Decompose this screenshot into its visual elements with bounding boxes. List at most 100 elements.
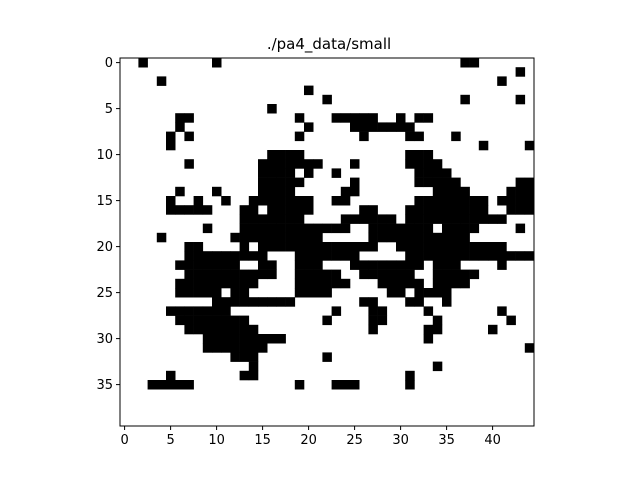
heatmap-cell (460, 242, 470, 252)
heatmap-cell (313, 223, 323, 234)
heatmap-cell (432, 232, 443, 243)
heatmap-cell (304, 278, 314, 289)
heatmap-cell (377, 214, 388, 224)
heatmap-cell (166, 196, 176, 206)
heatmap-cell (294, 177, 305, 188)
heatmap-cell (276, 223, 286, 234)
heatmap-cell (423, 177, 434, 188)
heatmap-cell (432, 260, 443, 270)
heatmap-cell (405, 122, 415, 132)
heatmap-cell (248, 269, 259, 280)
heatmap-cell (423, 232, 434, 243)
heatmap-cell (497, 251, 507, 261)
heatmap-cell (405, 380, 415, 390)
heatmap-cell (368, 223, 378, 234)
heatmap-cell (221, 334, 231, 344)
heatmap-cell (304, 85, 314, 96)
heatmap-cell (258, 269, 268, 280)
x-tick-label: 20 (300, 433, 317, 448)
heatmap-cell (276, 242, 286, 252)
heatmap-cell (267, 186, 277, 197)
heatmap-cell (386, 122, 397, 132)
x-tick-label: 10 (208, 433, 225, 448)
heatmap-cell (414, 214, 424, 224)
heatmap-cell (258, 159, 268, 169)
plot-frame (119, 57, 535, 427)
heatmap-cell (460, 269, 470, 280)
heatmap-cell (442, 186, 452, 197)
heatmap-cell (258, 343, 268, 353)
heatmap-cell (202, 324, 213, 335)
heatmap-cell (239, 334, 250, 344)
heatmap-cell (258, 260, 268, 270)
heatmap-cell (377, 306, 388, 316)
heatmap-cell (451, 260, 461, 270)
heatmap-cell (506, 196, 516, 206)
heatmap-cell (377, 269, 388, 280)
heatmap-cell (230, 288, 240, 298)
heatmap-cell (267, 205, 277, 215)
heatmap-cell (276, 214, 286, 224)
heatmap-cell (184, 242, 194, 252)
heatmap-cell (423, 159, 434, 169)
x-tick-label: 25 (346, 433, 363, 448)
heatmap-cell (368, 315, 378, 326)
heatmap-cell (285, 214, 296, 224)
heatmap-cell (276, 186, 286, 197)
heatmap-cell (515, 177, 526, 188)
heatmap-cell (322, 94, 332, 105)
heatmap-cell (239, 251, 250, 261)
heatmap-cell (304, 122, 314, 132)
heatmap-cell (506, 251, 516, 261)
heatmap-cell (184, 315, 194, 326)
heatmap-cell (184, 269, 194, 280)
heatmap-cell (488, 251, 498, 261)
heatmap-cell (432, 242, 443, 252)
heatmap-cell (184, 251, 194, 261)
heatmap-cell (294, 232, 305, 243)
heatmap-cell (294, 113, 305, 123)
heatmap-cell (460, 186, 470, 197)
heatmap-cell (239, 297, 250, 307)
heatmap-cell (460, 196, 470, 206)
heatmap-cell (423, 306, 434, 316)
heatmap-cell (359, 242, 369, 252)
heatmap-cell (294, 214, 305, 224)
heatmap-cell (368, 306, 378, 316)
heatmap-cell (414, 150, 424, 160)
heatmap-cell (193, 251, 204, 261)
heatmap-cell (276, 196, 286, 206)
heatmap-cell (202, 288, 213, 298)
heatmap-cell (230, 269, 240, 280)
heatmap-cell (248, 196, 259, 206)
heatmap-cell (304, 269, 314, 280)
heatmap-cell (414, 288, 424, 298)
heatmap-cell (239, 232, 250, 243)
heatmap-cell (331, 278, 342, 289)
heatmap-cell (432, 269, 443, 280)
heatmap-cell (285, 297, 296, 307)
heatmap-cell (193, 269, 204, 280)
heatmap-cell (166, 380, 176, 390)
heatmap-cell (267, 260, 277, 270)
heatmap-cell (451, 186, 461, 197)
heatmap-cell (368, 122, 378, 132)
heatmap-cell (524, 186, 535, 197)
heatmap-cell (230, 297, 240, 307)
heatmap-cell (248, 278, 259, 289)
heatmap-cell (432, 186, 443, 197)
heatmap-cell (414, 131, 424, 142)
heatmap-cell (460, 94, 470, 105)
heatmap-cell (359, 205, 369, 215)
heatmap-cell (478, 196, 489, 206)
heatmap-cell (322, 251, 332, 261)
heatmap-cell (350, 186, 360, 197)
x-axis: 0 5 10 15 20 25 30 35 40 (120, 426, 501, 448)
heatmap-cell (350, 260, 360, 270)
heatmap-cell (432, 324, 443, 335)
heatmap-cell (230, 232, 240, 243)
heatmap-cell (212, 288, 222, 298)
heatmap-cell (396, 122, 406, 132)
heatmap-cell (202, 269, 213, 280)
heatmap-cell (276, 159, 286, 169)
